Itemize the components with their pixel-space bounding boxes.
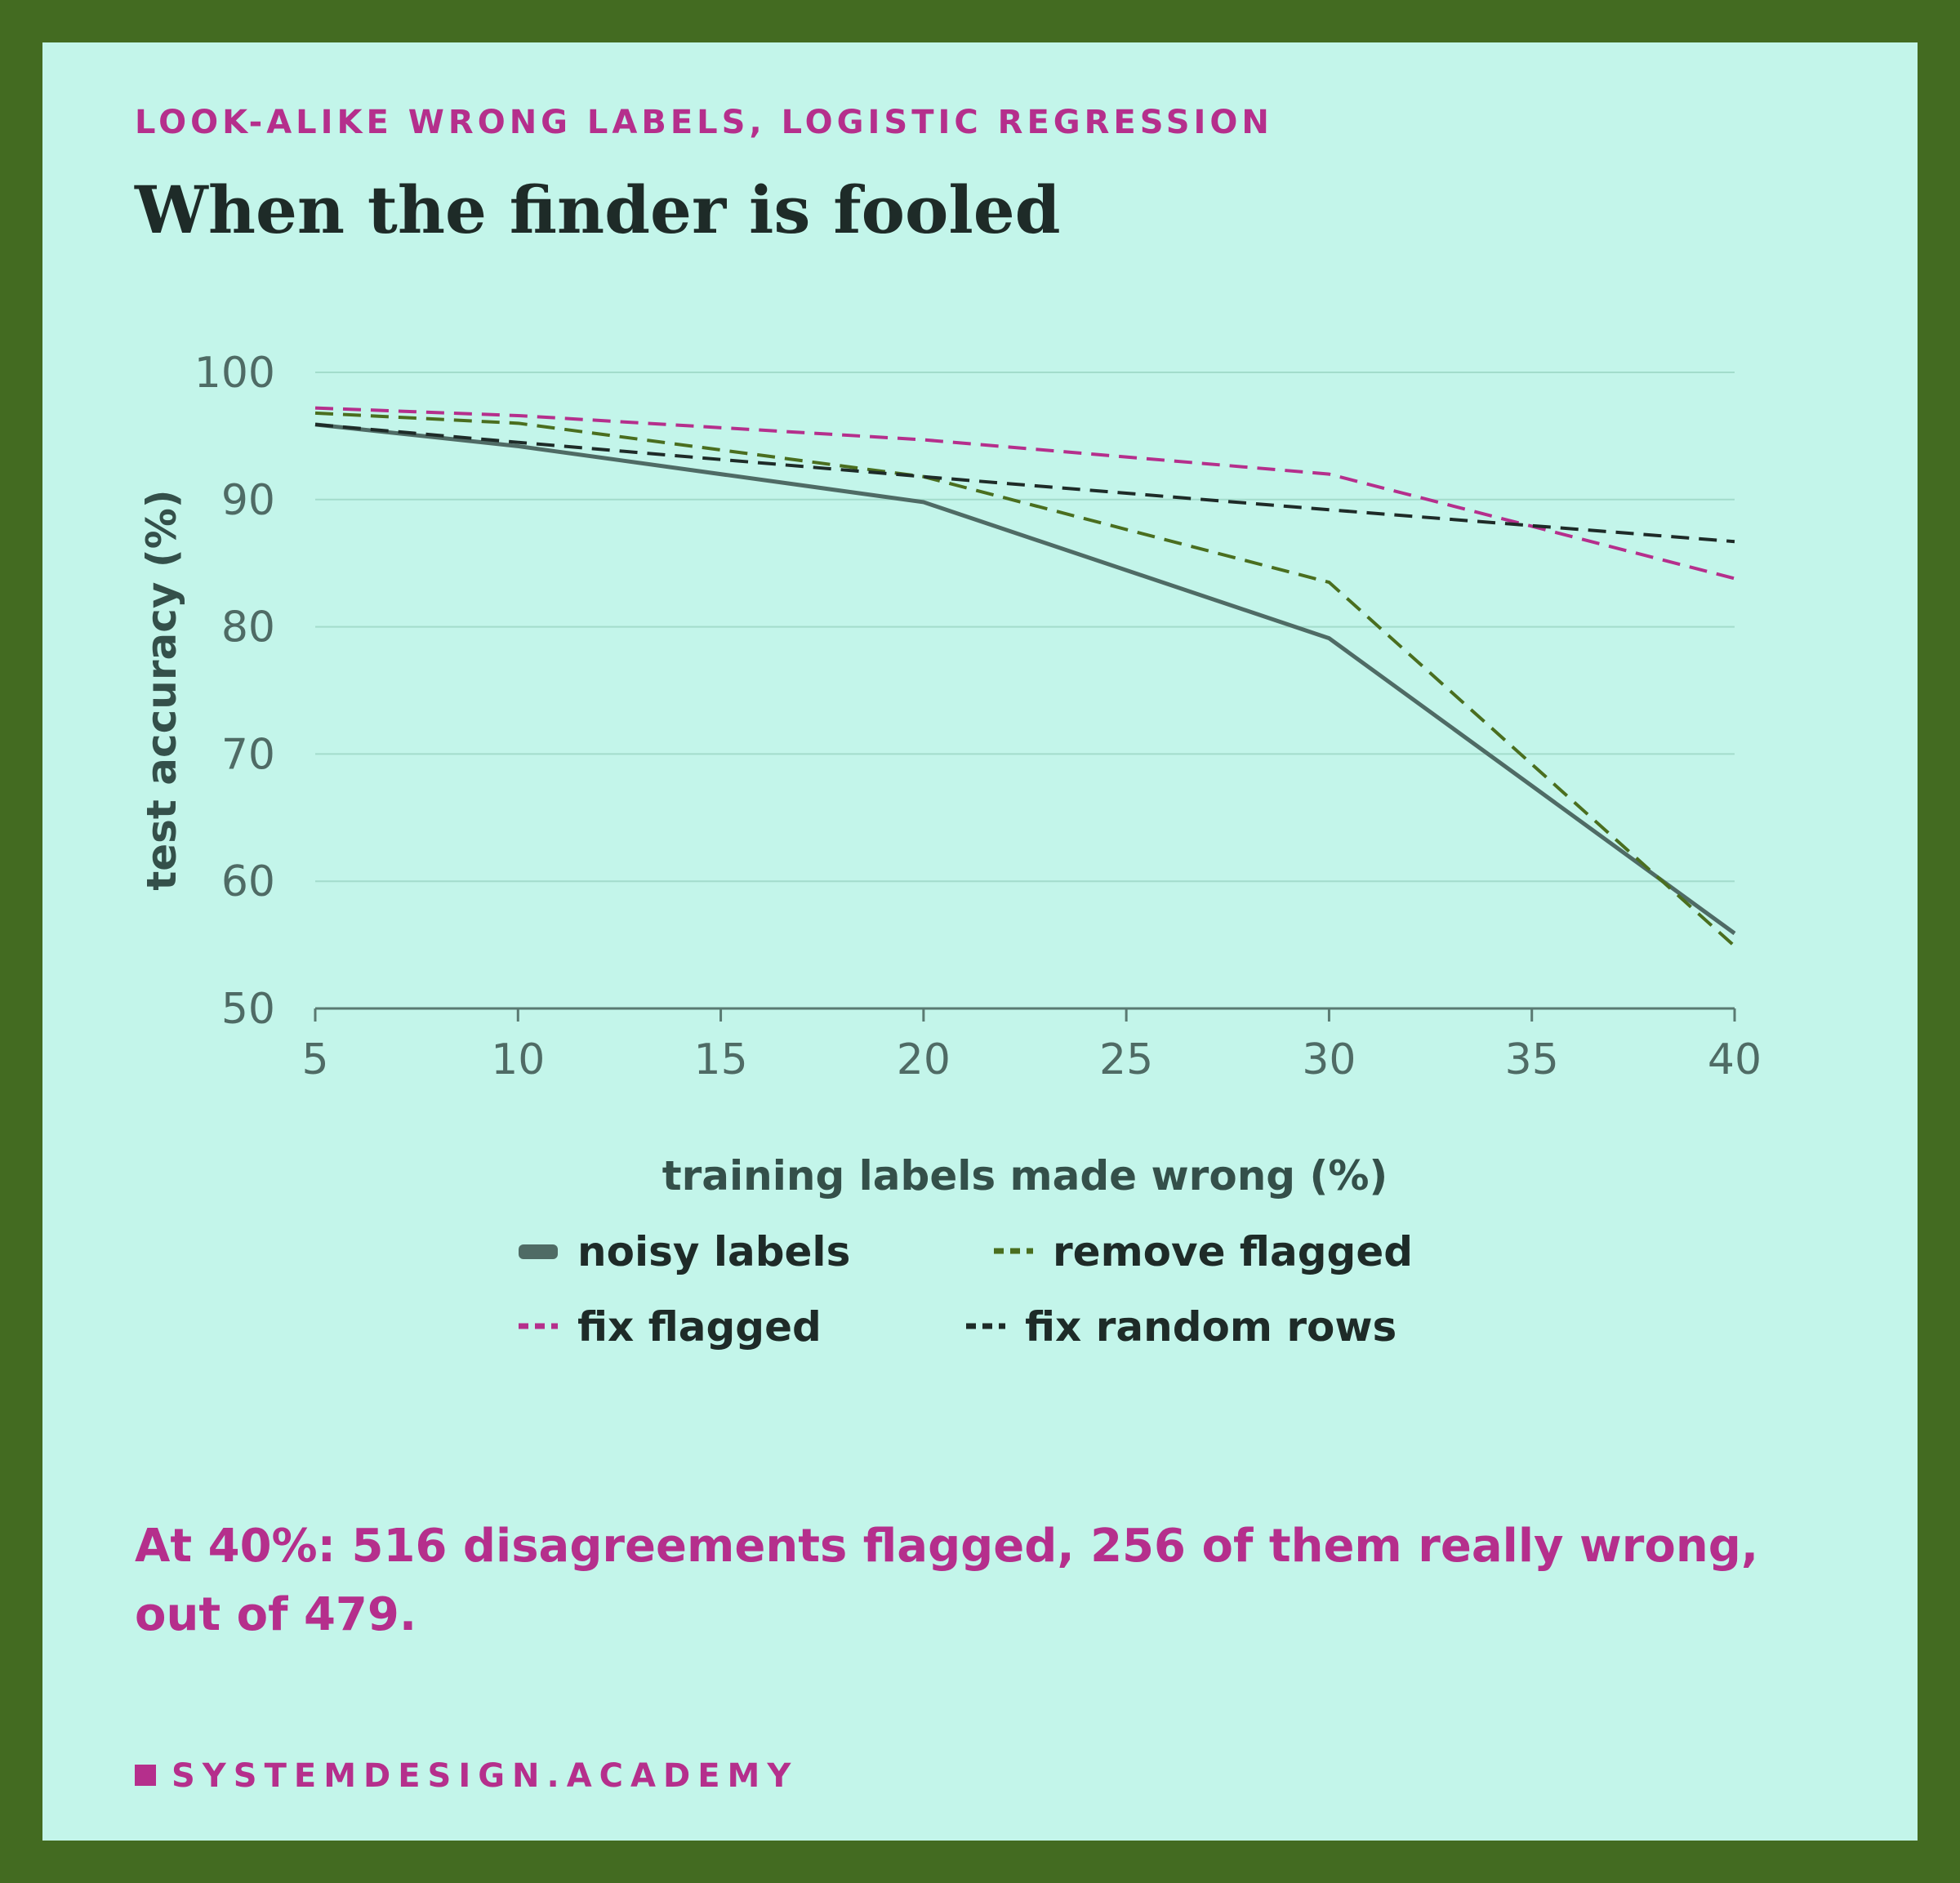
chart-title: When the finder is fooled xyxy=(134,171,1061,248)
legend-label: fix flagged xyxy=(577,1303,822,1351)
x-tick-label: 35 xyxy=(1505,1035,1559,1084)
y-tick-label: 50 xyxy=(221,985,275,1034)
series-line xyxy=(314,411,1736,948)
y-tick-label: 80 xyxy=(221,603,275,652)
x-tick-label: 20 xyxy=(897,1035,951,1084)
y-tick-label: 60 xyxy=(221,857,275,906)
legend-swatch xyxy=(519,1244,558,1259)
y-tick-label: 90 xyxy=(221,476,275,525)
y-tick-label: 70 xyxy=(221,730,275,779)
x-tick-label: 10 xyxy=(491,1035,545,1084)
legend-label: fix random rows xyxy=(1025,1303,1396,1351)
x-tick-label: 15 xyxy=(693,1035,747,1084)
y-tick-label: 100 xyxy=(194,349,275,398)
y-axis-label: test accuracy (%) xyxy=(138,489,185,890)
legend-label: noisy labels xyxy=(577,1228,850,1275)
x-tick-label: 5 xyxy=(301,1035,328,1084)
footer: SYSTEMDESIGN.ACADEMY xyxy=(172,1757,798,1795)
x-tick-label: 25 xyxy=(1099,1035,1153,1084)
x-tick-label: 30 xyxy=(1302,1035,1356,1084)
series-line xyxy=(314,406,1735,581)
series-line xyxy=(314,422,1736,936)
x-axis-label: training labels made wrong (%) xyxy=(662,1152,1388,1200)
legend-label: remove flagged xyxy=(1053,1228,1413,1275)
subtitle: LOOK-ALIKE WRONG LABELS, LOGISTIC REGRES… xyxy=(135,104,1273,141)
footer-icon xyxy=(135,1765,156,1786)
series-line xyxy=(314,422,1735,544)
note: At 40%: 516 disagreements flagged, 256 o… xyxy=(135,1520,1759,1641)
card xyxy=(42,42,1918,1841)
x-tick-label: 40 xyxy=(1708,1035,1762,1084)
